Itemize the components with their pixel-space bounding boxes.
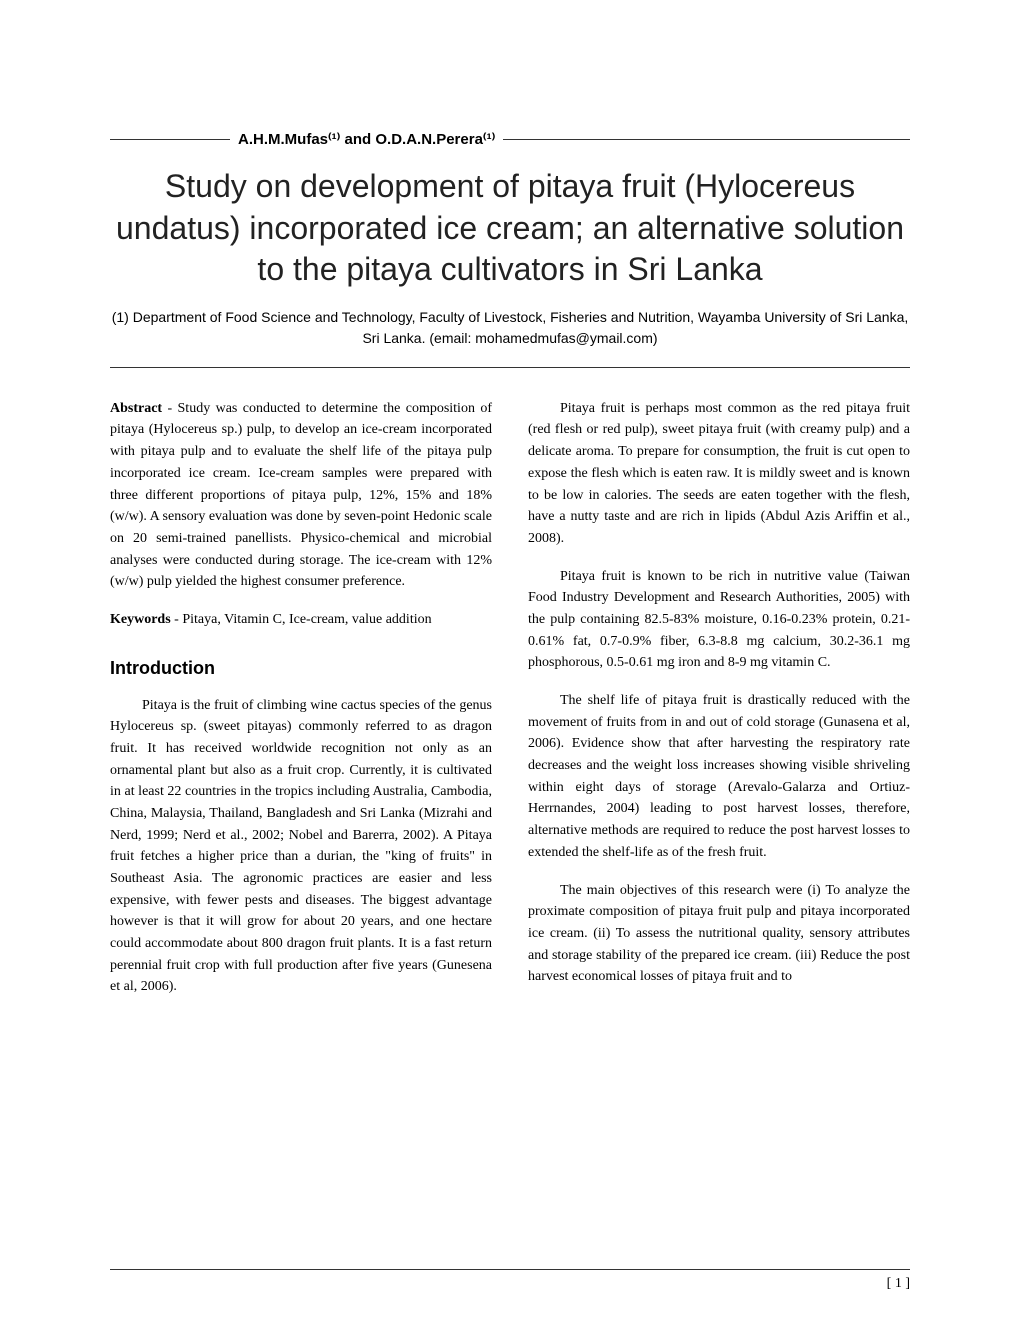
authors-line: A.H.M.Mufas⁽¹⁾ and O.D.A.N.Perera⁽¹⁾ [110, 130, 910, 148]
keywords-label: Keywords [110, 612, 171, 627]
page-title: Study on development of pitaya fruit (Hy… [110, 166, 910, 291]
left-column: Abstract - Study was conducted to determ… [110, 398, 492, 1014]
right-paragraph-1: Pitaya fruit is perhaps most common as t… [528, 398, 910, 550]
affiliation-text: (1) Department of Food Science and Techn… [110, 307, 910, 349]
introduction-heading: Introduction [110, 655, 492, 683]
authors-text: A.H.M.Mufas⁽¹⁾ and O.D.A.N.Perera⁽¹⁾ [230, 130, 503, 148]
right-paragraph-2: Pitaya fruit is known to be rich in nutr… [528, 566, 910, 674]
abstract-label: Abstract [110, 401, 162, 416]
line-right [503, 139, 910, 140]
intro-paragraph-1: Pitaya is the fruit of climbing wine cac… [110, 695, 492, 999]
right-paragraph-3: The shelf life of pitaya fruit is drasti… [528, 690, 910, 864]
keywords-text: - Pitaya, Vitamin C, Ice-cream, value ad… [171, 612, 432, 627]
right-column: Pitaya fruit is perhaps most common as t… [528, 398, 910, 1014]
right-paragraph-4: The main objectives of this research wer… [528, 880, 910, 988]
two-column-layout: Abstract - Study was conducted to determ… [110, 398, 910, 1014]
abstract-paragraph: Abstract - Study was conducted to determ… [110, 398, 492, 593]
line-left [110, 139, 230, 140]
keywords-paragraph: Keywords - Pitaya, Vitamin C, Ice-cream,… [110, 609, 492, 631]
page-number: [ 1 ] [887, 1276, 910, 1292]
abstract-text: - Study was conducted to determine the c… [110, 401, 492, 590]
footer-line [110, 1269, 910, 1270]
divider-line [110, 367, 910, 368]
